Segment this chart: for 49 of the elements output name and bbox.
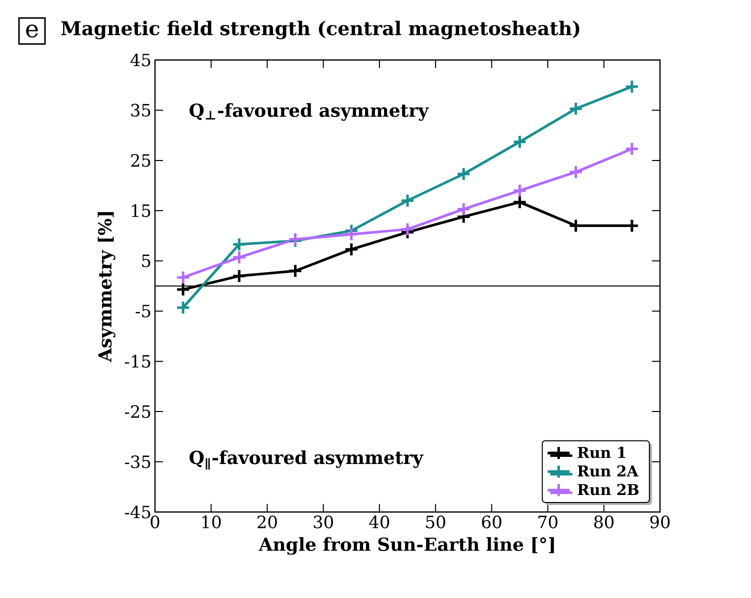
annotation: Q$_{⊥}$-favoured asymmetry xyxy=(190,103,429,121)
point xyxy=(456,166,471,182)
y-tick-label: -25 xyxy=(124,405,150,418)
point xyxy=(568,101,584,116)
y-tick-label: -15 xyxy=(124,354,150,368)
point xyxy=(344,227,359,242)
legend-label: Run 2A xyxy=(578,465,639,477)
chart-title: Magnetic field strength (central magnetosheath) xyxy=(61,20,580,40)
y-tick-label: 15 xyxy=(132,204,150,218)
point xyxy=(232,268,246,284)
point xyxy=(176,282,190,297)
point xyxy=(624,142,640,156)
x-tick-label: 80 xyxy=(594,516,614,528)
point xyxy=(176,270,190,285)
y-tick-label: 45 xyxy=(130,54,150,66)
point xyxy=(512,183,527,198)
y-tick-label: 25 xyxy=(131,154,150,167)
x-axis-title: Angle from Sun-Earth line [°] xyxy=(258,537,554,555)
x-tick-label: 90 xyxy=(650,516,670,528)
x-tick-label: 30 xyxy=(314,516,333,528)
x-tick-label: 60 xyxy=(482,516,502,528)
point xyxy=(456,202,471,216)
x-tick-label: 40 xyxy=(369,516,390,528)
x-tick-label: 0 xyxy=(150,516,160,528)
x-tick-label: 10 xyxy=(202,516,221,528)
y-axis-title: Asymmetry [%] xyxy=(98,212,116,362)
point xyxy=(512,194,527,210)
y-tick-label: 5 xyxy=(142,254,150,268)
annotation: Q$_{∥}$-favoured asymmetry xyxy=(190,450,424,470)
legend-label: Run 1 xyxy=(578,446,626,458)
x-tick-label: 50 xyxy=(426,516,446,528)
point xyxy=(400,193,415,208)
point xyxy=(232,250,246,265)
point xyxy=(232,237,246,252)
x-tick-label: 70 xyxy=(538,516,558,528)
point xyxy=(512,134,527,150)
point xyxy=(568,164,584,180)
text: e xyxy=(26,24,38,38)
point xyxy=(624,79,640,94)
legend-label: Run 2B xyxy=(578,484,639,496)
y-tick-label: -45 xyxy=(124,506,150,518)
point xyxy=(400,222,415,236)
y-tick-label: 35 xyxy=(131,104,150,117)
point xyxy=(176,300,190,315)
point xyxy=(288,264,303,278)
x-tick-label: 20 xyxy=(258,516,277,528)
y-tick-label: -5 xyxy=(136,304,150,318)
y-tick-label: -35 xyxy=(124,455,150,468)
point xyxy=(344,242,359,257)
